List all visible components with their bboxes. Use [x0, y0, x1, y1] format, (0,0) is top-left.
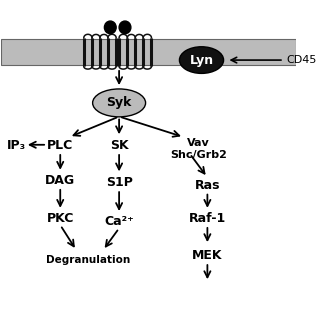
Text: Raf-1: Raf-1: [189, 212, 226, 225]
Bar: [1, 39, 296, 65]
Text: Vav
Shc/Grb2: Vav Shc/Grb2: [170, 138, 227, 160]
Text: MEK: MEK: [192, 249, 223, 262]
Circle shape: [104, 21, 116, 34]
Text: PKC: PKC: [46, 212, 74, 225]
Text: Ca²⁺: Ca²⁺: [104, 215, 134, 228]
Text: IP₃: IP₃: [6, 139, 26, 152]
Circle shape: [119, 21, 131, 34]
Text: CD45: CD45: [287, 55, 317, 65]
Text: S1P: S1P: [106, 176, 132, 189]
Ellipse shape: [92, 89, 146, 117]
Text: Lyn: Lyn: [189, 53, 213, 67]
Text: Ras: Ras: [195, 179, 220, 192]
Text: PLC: PLC: [47, 139, 73, 152]
Text: Degranulation: Degranulation: [46, 255, 130, 265]
Text: SK: SK: [110, 139, 128, 152]
Text: Syk: Syk: [107, 96, 132, 109]
Ellipse shape: [180, 47, 224, 73]
Text: DAG: DAG: [45, 174, 75, 187]
